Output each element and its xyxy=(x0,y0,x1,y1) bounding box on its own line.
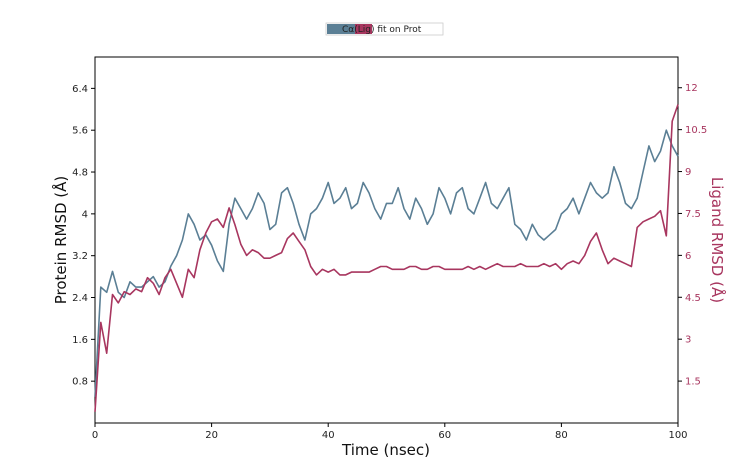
x-tick-label: 0 xyxy=(92,430,98,441)
right-y-axis-ticks: 1.5 3 4.5 6 7.5 9 10.5 12 xyxy=(678,83,707,388)
legend-swatch-protein xyxy=(327,24,369,34)
left-y-tick-label: 2.4 xyxy=(72,293,88,304)
right-y-axis-label: Ligand RMSD (Å) xyxy=(708,177,727,303)
plot-area xyxy=(94,56,679,424)
x-tick-label: 60 xyxy=(438,430,451,441)
right-y-tick-label: 6 xyxy=(685,251,691,262)
left-y-axis-ticks: 0.8 1.6 2.4 3.2 4 4.8 5.6 6.4 xyxy=(72,84,95,388)
x-tick-label: 40 xyxy=(322,430,335,441)
left-y-tick-label: 6.4 xyxy=(72,84,88,95)
x-tick-label: 20 xyxy=(205,430,218,441)
left-y-axis-label: Protein RMSD (Å) xyxy=(51,176,70,305)
x-tick-label: 100 xyxy=(668,430,687,441)
legend-text: Cα(Lig) fit on Prot xyxy=(342,25,422,35)
left-y-tick-label: 4.8 xyxy=(72,168,88,179)
left-y-tick-label: 1.6 xyxy=(72,335,88,346)
right-y-tick-label: 12 xyxy=(685,83,698,94)
right-y-tick-label: 7.5 xyxy=(685,209,701,220)
ligand-rmsd-line xyxy=(94,104,679,412)
right-y-tick-label: 10.5 xyxy=(685,125,707,136)
plot-frame xyxy=(94,56,679,424)
left-y-tick-label: 4 xyxy=(82,209,88,220)
x-axis-label: Time (nsec) xyxy=(341,441,430,459)
x-tick-label: 80 xyxy=(555,430,568,441)
right-y-tick-label: 3 xyxy=(685,335,691,346)
legend-swatch-ligand xyxy=(355,24,372,34)
protein-rmsd-line xyxy=(94,129,679,397)
right-y-tick-label: 9 xyxy=(685,167,691,178)
right-y-tick-label: 4.5 xyxy=(685,293,701,304)
left-y-tick-label: 5.6 xyxy=(72,126,88,137)
legend: Cα(Lig) fit on Prot xyxy=(325,22,444,36)
series-layer xyxy=(94,104,679,412)
x-axis-ticks: 0 20 40 60 80 100 xyxy=(92,423,688,441)
left-y-tick-label: 0.8 xyxy=(72,377,88,388)
right-y-tick-label: 1.5 xyxy=(685,377,701,388)
left-y-tick-label: 3.2 xyxy=(72,251,88,262)
